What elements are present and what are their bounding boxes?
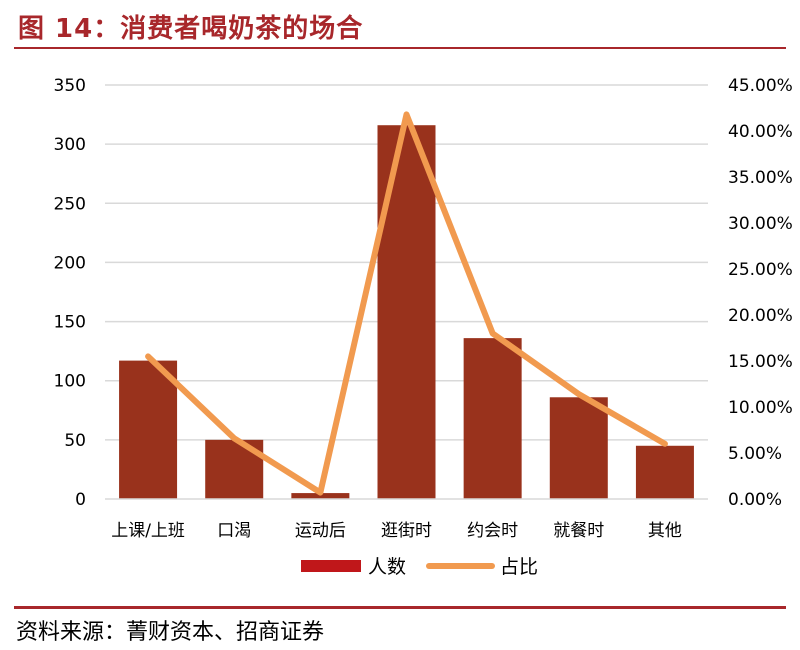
combo-chart: 0 50 100 150 200 250 300 350 0.00% 5.00% 10.00% 15…	[54, 76, 793, 578]
line-point	[491, 332, 494, 335]
line-point	[663, 442, 666, 445]
x-tick-label: 运动后	[295, 521, 346, 541]
legend-label-bar: 人数	[368, 556, 406, 578]
legend-swatch-bar	[301, 560, 361, 572]
y-left-tick-label: 50	[64, 431, 86, 451]
x-tick-label: 逛街时	[381, 521, 432, 541]
figure-title: 图 14：消费者喝奶茶的场合	[18, 14, 364, 44]
y-axis-right: 0.00% 5.00% 10.00% 15.00% 20.00% 25.00% 30.00%…	[728, 76, 793, 510]
x-tick-label: 就餐时	[553, 521, 604, 541]
bar	[119, 360, 178, 499]
y-left-tick-label: 150	[54, 313, 86, 333]
y-axis-left: 0 50 100 150 200 250 300 350	[54, 76, 86, 510]
bar	[635, 445, 694, 499]
x-tick-label: 口渴	[217, 521, 251, 541]
bars	[119, 125, 694, 500]
source-note: 资料来源：菁财资本、招商证券	[16, 620, 325, 645]
y-right-tick-label: 20.00%	[728, 306, 793, 326]
x-tick-label: 约会时	[467, 521, 518, 541]
bar	[377, 125, 436, 500]
y-right-tick-label: 35.00%	[728, 168, 793, 188]
bar	[549, 397, 608, 499]
source-rule	[14, 606, 786, 609]
x-tick-label: 其他	[648, 521, 682, 541]
ratio-line	[145, 111, 668, 496]
line-point	[319, 491, 322, 494]
y-left-tick-label: 0	[75, 490, 86, 510]
y-left-tick-label: 350	[54, 76, 86, 96]
y-right-tick-label: 40.00%	[728, 122, 793, 142]
bar	[463, 338, 522, 499]
line-point	[405, 113, 408, 116]
y-right-tick-label: 30.00%	[728, 214, 793, 234]
y-right-tick-label: 15.00%	[728, 352, 793, 372]
y-left-tick-label: 100	[54, 372, 86, 392]
y-right-tick-label: 5.00%	[728, 444, 782, 464]
line-point	[577, 393, 580, 396]
y-left-tick-label: 200	[54, 253, 86, 273]
y-left-tick-label: 300	[54, 135, 86, 155]
y-right-tick-label: 0.00%	[728, 490, 782, 510]
x-axis: 上课/上班 口渴 运动后 逛街时 约会时 就餐时 其他	[105, 498, 708, 541]
legend: 人数 占比	[301, 556, 538, 578]
line-point	[233, 437, 236, 440]
x-tick-label: 上课/上班	[111, 521, 185, 541]
line-point	[147, 355, 150, 358]
y-right-tick-label: 45.00%	[728, 76, 793, 96]
y-right-tick-label: 10.00%	[728, 398, 793, 418]
bar	[291, 493, 350, 499]
title-rule	[14, 47, 786, 49]
y-right-tick-label: 25.00%	[728, 260, 793, 280]
legend-label-line: 占比	[500, 556, 538, 578]
y-left-tick-label: 250	[54, 194, 86, 214]
